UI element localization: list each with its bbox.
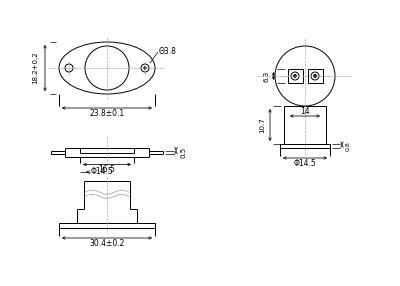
- Text: Φ14.5: Φ14.5: [294, 160, 316, 168]
- Text: 18.2+0.2: 18.2+0.2: [32, 52, 38, 84]
- Text: 23.8±0.1: 23.8±0.1: [90, 110, 124, 118]
- Text: 10.7: 10.7: [259, 117, 265, 133]
- Text: Φ14.5: Φ14.5: [91, 168, 113, 176]
- Text: 0.5: 0.5: [180, 146, 186, 158]
- Circle shape: [144, 67, 146, 69]
- Circle shape: [314, 75, 316, 77]
- Text: 16.5: 16.5: [98, 165, 116, 174]
- Bar: [280, 144, 330, 148]
- Text: 14: 14: [300, 106, 310, 116]
- Text: 30.4±0.2: 30.4±0.2: [89, 239, 125, 249]
- Text: Θ3.8: Θ3.8: [159, 47, 177, 57]
- Circle shape: [294, 75, 296, 77]
- Bar: [284, 106, 326, 144]
- Bar: [288, 69, 302, 83]
- Text: 0.8: 0.8: [346, 141, 350, 151]
- Text: 6.3: 6.3: [264, 70, 270, 82]
- Bar: [308, 69, 322, 83]
